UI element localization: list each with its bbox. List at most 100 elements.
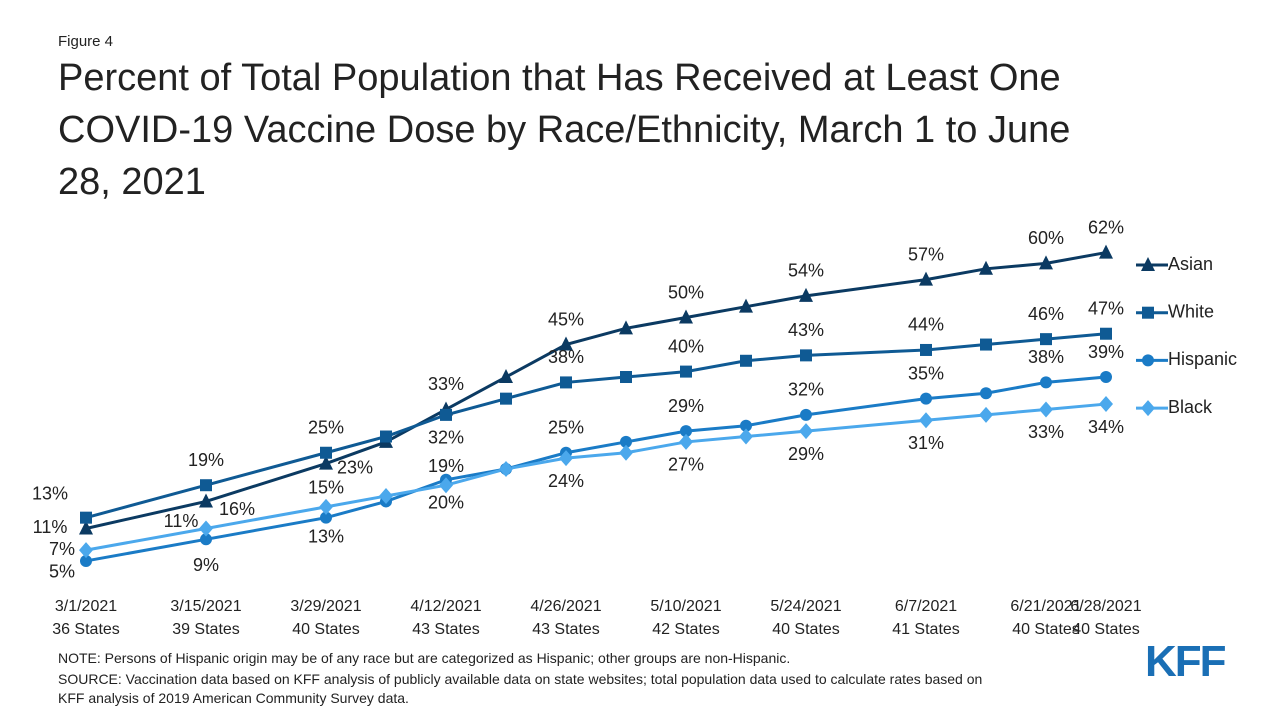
marker <box>619 444 633 461</box>
marker <box>200 479 212 492</box>
data-label: 29% <box>668 396 704 416</box>
marker <box>320 511 332 524</box>
marker <box>79 542 93 559</box>
marker <box>739 428 753 445</box>
marker <box>800 349 812 362</box>
marker <box>1040 333 1052 346</box>
source: KFF analysis of 2019 American Community … <box>58 690 409 706</box>
x-tick-sublabel: 43 States <box>532 621 600 638</box>
legend-label: Asian <box>1168 254 1213 274</box>
data-label: 13% <box>32 483 68 503</box>
x-tick-sublabel: 40 States <box>1072 621 1140 638</box>
marker <box>79 520 93 535</box>
marker <box>800 408 812 421</box>
x-tick-sublabel: 39 States <box>172 621 240 638</box>
marker <box>1039 255 1053 270</box>
marker <box>619 320 633 335</box>
series-line <box>85 375 1107 563</box>
marker <box>620 435 632 448</box>
marker <box>80 554 92 567</box>
data-label: 34% <box>1088 417 1124 437</box>
marker <box>500 392 512 405</box>
data-label: 29% <box>788 444 824 464</box>
data-label: 38% <box>548 347 584 367</box>
marker <box>980 338 992 351</box>
x-tick-sublabel: 43 States <box>412 621 480 638</box>
x-tick-label: 6/21/2021 <box>1010 598 1081 615</box>
marker <box>380 430 392 443</box>
marker <box>679 433 693 450</box>
legend-label: Black <box>1168 397 1213 417</box>
marker <box>980 387 992 400</box>
x-tick-sublabel: 40 States <box>292 621 360 638</box>
note: NOTE: Persons of Hispanic origin may be … <box>58 650 790 666</box>
x-tick-label: 5/24/2021 <box>770 598 841 615</box>
data-label: 19% <box>188 450 224 470</box>
marker <box>379 488 393 505</box>
data-label: 40% <box>668 336 704 356</box>
data-label: 39% <box>1088 342 1124 362</box>
data-label: 7% <box>49 539 75 559</box>
marker <box>680 365 692 378</box>
marker <box>919 412 933 429</box>
marker <box>620 371 632 384</box>
marker <box>440 408 452 421</box>
data-label: 57% <box>908 244 944 264</box>
x-tick-sublabel: 36 States <box>52 621 120 638</box>
marker <box>739 298 753 313</box>
data-label: 16% <box>219 499 255 519</box>
x-tick-label: 5/10/2021 <box>650 598 721 615</box>
marker <box>1099 396 1113 413</box>
data-label: 60% <box>1028 228 1064 248</box>
data-label: 9% <box>193 555 219 575</box>
data-label: 32% <box>788 380 824 400</box>
marker <box>1039 401 1053 418</box>
marker <box>1142 354 1154 367</box>
data-label: 11% <box>164 511 199 531</box>
data-label: 43% <box>788 320 824 340</box>
data-label: 20% <box>428 493 464 513</box>
marker <box>319 498 333 515</box>
marker <box>740 354 752 367</box>
data-label: 44% <box>908 315 944 335</box>
data-label: 25% <box>308 418 344 438</box>
data-label: 27% <box>668 455 704 475</box>
source: SOURCE: Vaccination data based on KFF an… <box>58 671 982 687</box>
x-tick-sublabel: 40 States <box>1012 621 1080 638</box>
marker <box>199 520 213 537</box>
data-label: 38% <box>1028 347 1064 367</box>
marker <box>559 336 573 351</box>
marker <box>799 423 813 440</box>
x-tick-label: 4/26/2021 <box>530 598 601 615</box>
data-label: 23% <box>337 457 373 477</box>
data-label: 35% <box>908 363 944 383</box>
data-label: 54% <box>788 261 824 281</box>
data-label: 31% <box>908 433 944 453</box>
chart-title: 28, 2021 <box>58 161 206 203</box>
data-label: 5% <box>49 562 75 582</box>
data-label: 13% <box>308 526 344 546</box>
data-label: 25% <box>548 418 584 438</box>
chart-title: COVID-19 Vaccine Dose by Race/Ethnicity,… <box>58 109 1070 151</box>
marker <box>1040 376 1052 389</box>
marker <box>680 425 692 438</box>
data-label: 62% <box>1088 217 1124 237</box>
marker <box>199 493 213 508</box>
figure-label: Figure 4 <box>58 33 113 50</box>
marker <box>80 511 92 524</box>
marker <box>920 392 932 405</box>
x-tick-label: 6/28/2021 <box>1070 598 1141 615</box>
marker <box>200 533 212 546</box>
marker <box>1099 244 1113 259</box>
data-label: 33% <box>1028 422 1064 442</box>
marker <box>679 309 693 324</box>
data-label: 24% <box>548 471 584 491</box>
series-line <box>85 251 1107 530</box>
x-tick-label: 4/12/2021 <box>410 598 481 615</box>
marker <box>1141 257 1155 271</box>
x-tick-label: 3/1/2021 <box>55 598 117 615</box>
marker <box>499 460 513 477</box>
marker <box>740 419 752 432</box>
marker <box>319 455 333 470</box>
